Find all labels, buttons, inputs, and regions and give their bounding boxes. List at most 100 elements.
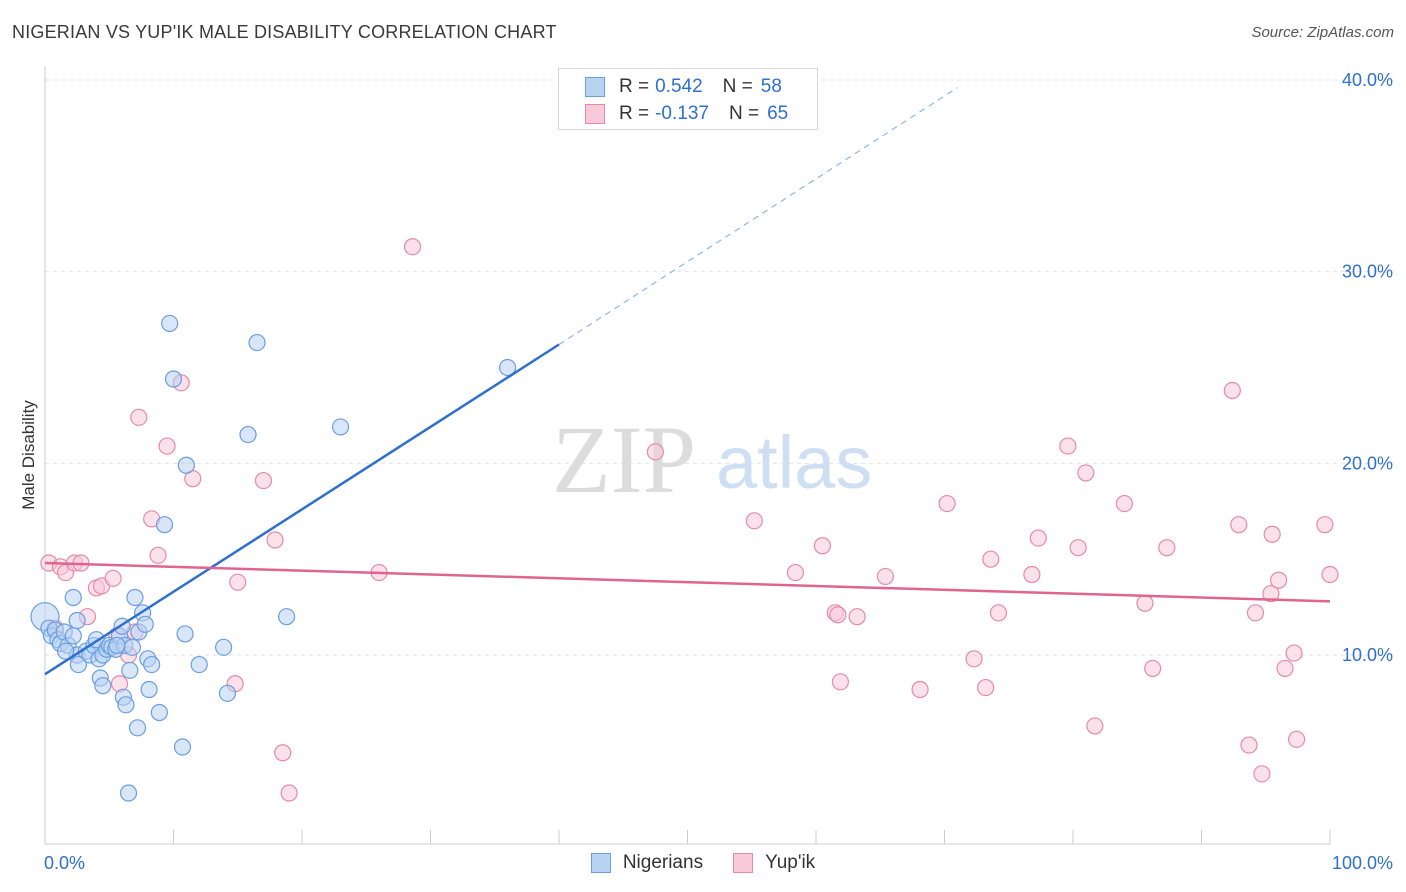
nigerian-trend-line <box>44 343 560 676</box>
nigerian-point <box>140 680 158 699</box>
legend-n-label: N = <box>722 76 753 97</box>
yupik-point <box>1077 464 1095 482</box>
yupik-point <box>646 443 664 461</box>
yupik-point <box>1223 381 1241 400</box>
nigerian-point <box>164 370 183 388</box>
yupik-point <box>1059 437 1077 455</box>
yupik-point <box>1246 604 1265 622</box>
yupik-point <box>989 604 1008 622</box>
legend-n-label: N = <box>728 103 760 124</box>
watermark-atlas: atlas <box>716 421 872 504</box>
source-label: Source: ZipAtlas.com <box>1251 24 1394 41</box>
yupik-point <box>1023 565 1041 584</box>
y-tick-label: 40.0% <box>1342 70 1393 90</box>
legend-swatch-pink <box>585 104 605 124</box>
yupik-point <box>149 546 167 564</box>
legend-r-value: -0.137 <box>655 103 709 124</box>
bottom-legend: Nigerians Yup'ik <box>0 852 1406 874</box>
nigerian-point <box>499 358 517 377</box>
y-tick-label: 10.0% <box>1342 645 1393 665</box>
yupik-point <box>280 784 298 802</box>
yupik-point <box>158 437 176 455</box>
yupik-points <box>40 238 1339 802</box>
nigerian-point <box>215 638 233 656</box>
yupik-point <box>1115 494 1134 513</box>
nigerian-point <box>68 611 86 630</box>
yupik-point <box>403 238 422 256</box>
yupik-point <box>1029 529 1047 547</box>
y-tick-label: 30.0% <box>1342 262 1393 282</box>
legend-box: R = 0.542 N = 58 R = -0.137 N = 65 <box>558 68 818 130</box>
nigerian-point <box>176 625 194 643</box>
legend-swatch-blue <box>590 853 611 873</box>
yupik-point <box>829 606 847 624</box>
x-tick-label: 0.0% <box>44 853 85 873</box>
legend-swatch-pink <box>733 853 754 873</box>
axes <box>44 66 1331 845</box>
x-tick-label: 100.0% <box>1332 853 1393 873</box>
yupik-point <box>848 608 866 626</box>
yupik-point <box>977 678 995 697</box>
yupik-point <box>1253 765 1271 783</box>
y-tick-labels: 10.0% 20.0% 30.0% 40.0% <box>1342 70 1393 665</box>
nigerian-point <box>117 696 135 714</box>
legend-n-value: 65 <box>767 103 789 124</box>
nigerian-point <box>121 661 139 679</box>
y-axis-label: Male Disability <box>19 400 38 510</box>
yupik-point <box>130 408 148 426</box>
nigerian-trend-extension <box>558 87 958 346</box>
legend-r-label: R = <box>619 103 650 124</box>
yupik-point <box>1285 644 1303 662</box>
nigerian-point <box>173 738 192 756</box>
yupik-point <box>1321 565 1339 584</box>
yupik-point <box>1240 736 1258 754</box>
yupik-point <box>1316 516 1334 534</box>
yupik-point <box>1269 571 1288 589</box>
yupik-trend-line <box>44 561 1331 603</box>
nigerian-point <box>69 655 88 674</box>
watermark: ZIP atlas <box>552 406 872 513</box>
yupik-point <box>229 573 247 591</box>
trend-lines <box>44 87 1331 676</box>
nigerian-point <box>239 425 257 444</box>
legend-r-label: R = <box>619 76 650 97</box>
yupik-point <box>266 531 284 549</box>
legend-label-nigerians: Nigerians <box>622 852 704 873</box>
yupik-point <box>911 680 929 699</box>
yupik-point <box>1230 516 1248 534</box>
nigerian-point <box>64 627 82 645</box>
nigerian-point <box>143 655 161 674</box>
yupik-point <box>1158 539 1176 557</box>
y-tick-label: 20.0% <box>1342 453 1393 473</box>
nigerian-point <box>155 516 174 534</box>
yupik-point <box>786 563 805 582</box>
yupik-point <box>274 744 292 762</box>
yupik-point <box>745 512 763 530</box>
yupik-point <box>938 494 956 513</box>
yupik-point <box>1069 539 1087 557</box>
x-tick-labels: 0.0% 100.0% <box>44 853 1393 873</box>
yupik-point <box>1276 659 1294 678</box>
legend-item-nigerians: Nigerians <box>590 852 704 874</box>
yupik-point <box>1086 717 1104 735</box>
legend-r-value: 0.542 <box>655 76 703 97</box>
yupik-point <box>831 673 850 691</box>
nigerian-point <box>190 655 208 674</box>
yupik-point <box>104 569 122 587</box>
nigerian-point <box>119 784 138 802</box>
nigerian-point <box>94 677 112 695</box>
nigerian-point <box>56 642 75 660</box>
nigerian-point <box>123 638 141 656</box>
legend-swatch-blue <box>585 77 605 97</box>
yupik-point <box>965 650 983 668</box>
nigerian-point <box>126 588 144 607</box>
nigerian-point <box>108 636 126 655</box>
nigerian-point <box>248 333 266 352</box>
legend-row-yupik: R = -0.137 N = 65 <box>585 101 788 127</box>
yupik-point <box>1144 659 1162 678</box>
yupik-point <box>1287 730 1306 748</box>
legend-row-nigerians: R = 0.542 N = 58 <box>585 74 782 100</box>
nigerian-point <box>218 684 237 702</box>
legend-label-yupik: Yup'ik <box>765 852 816 873</box>
